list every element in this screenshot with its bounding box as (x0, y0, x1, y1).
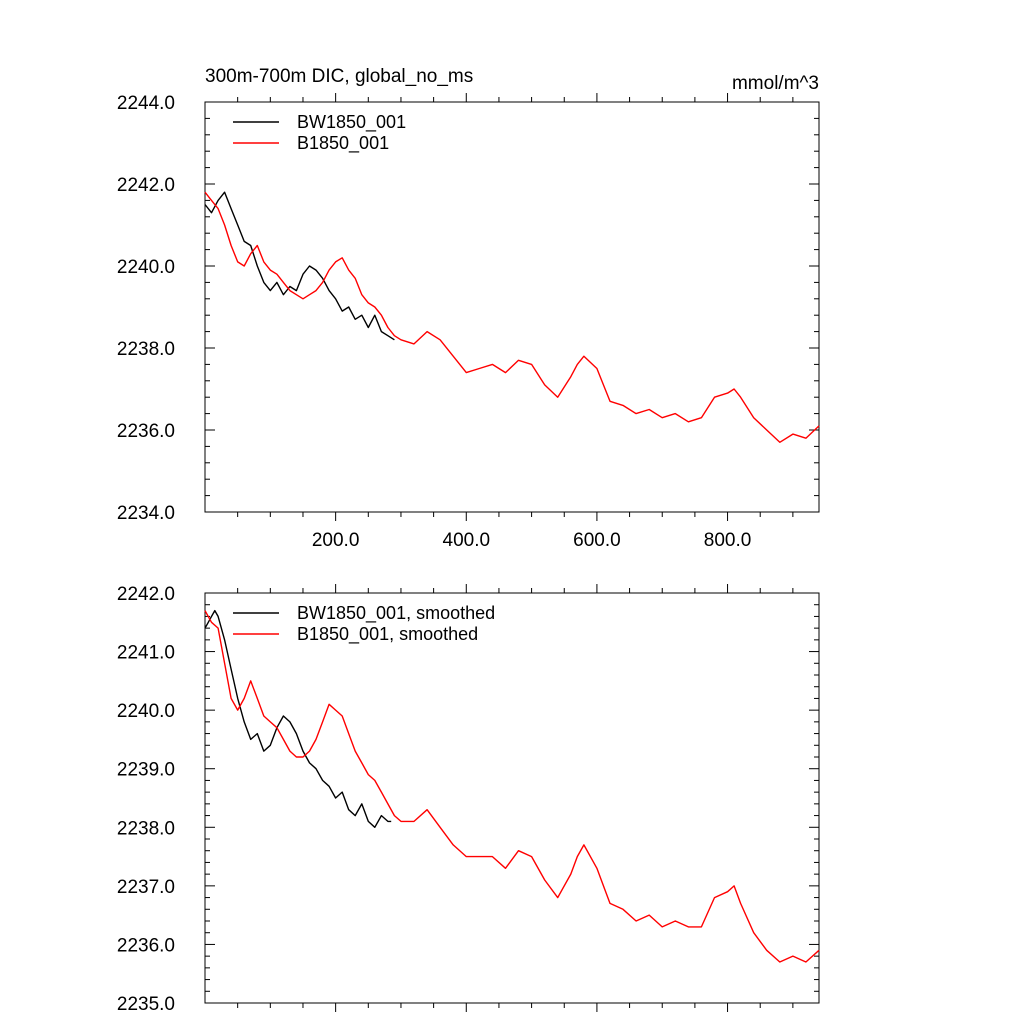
y-tick-label: 2238.0 (117, 818, 175, 839)
series-line-b1850-001 (204, 191, 820, 443)
bottom-plot-panel: 2235.0 2236.0 2237.0 2238.0 2239.0 2240.0 2241… (117, 584, 820, 1015)
y-tick-label: 2244.0 (117, 93, 175, 114)
y-tick-label: 2236.0 (117, 421, 175, 442)
top-plot-series (204, 191, 820, 443)
y-tick-label: 2240.0 (117, 701, 175, 722)
y-tick-label: 2242.0 (117, 175, 175, 196)
x-tick-label: 800.0 (704, 530, 752, 551)
legend-label-b1850: B1850_001 (297, 133, 389, 154)
top-plot-legend: BW1850_001 B1850_001 (233, 112, 406, 154)
top-plot-frame (204, 101, 820, 513)
top-plot-title: 300m-700m DIC, global_no_ms (205, 66, 473, 87)
y-tick-label: 2238.0 (117, 339, 175, 360)
top-plot-units: mmol/m^3 (732, 73, 819, 94)
legend-label-bw1850: BW1850_001 (297, 112, 406, 133)
series-line-bw1850-001 (204, 191, 395, 341)
y-tick-label: 2241.0 (117, 643, 175, 664)
y-tick-label: 2237.0 (117, 877, 175, 898)
y-tick-label: 2239.0 (117, 760, 175, 781)
y-tick-label: 2236.0 (117, 935, 175, 956)
series-line-bw1850-001-smoothed (204, 609, 392, 828)
legend-label-bw1850-smoothed: BW1850_001, smoothed (297, 603, 495, 624)
y-tick-label: 2240.0 (117, 257, 175, 278)
x-tick-label: 400.0 (443, 530, 491, 551)
top-plot-ticks: 200.0 400.0 600.0 800.0 2234.0 2236.0 2238.0 22… (117, 93, 819, 551)
y-tick-label: 2235.0 (117, 994, 175, 1015)
x-tick-label: 600.0 (573, 530, 621, 551)
bottom-plot-ticks: 2235.0 2236.0 2237.0 2238.0 2239.0 2240.0 2241… (117, 584, 819, 1015)
series-line-b1850-001-smoothed (204, 610, 820, 963)
bottom-plot-series (204, 609, 820, 963)
legend-label-b1850-smoothed: B1850_001, smoothed (297, 624, 478, 645)
bottom-plot-frame (204, 592, 820, 1004)
bottom-plot-legend: BW1850_001, smoothed B1850_001, smoothed (233, 603, 495, 645)
y-tick-label: 2242.0 (117, 584, 175, 605)
x-tick-label: 200.0 (312, 530, 360, 551)
y-tick-label: 2234.0 (117, 503, 175, 524)
top-plot-panel: 300m-700m DIC, global_no_ms mmol/m^3 200… (117, 66, 820, 551)
